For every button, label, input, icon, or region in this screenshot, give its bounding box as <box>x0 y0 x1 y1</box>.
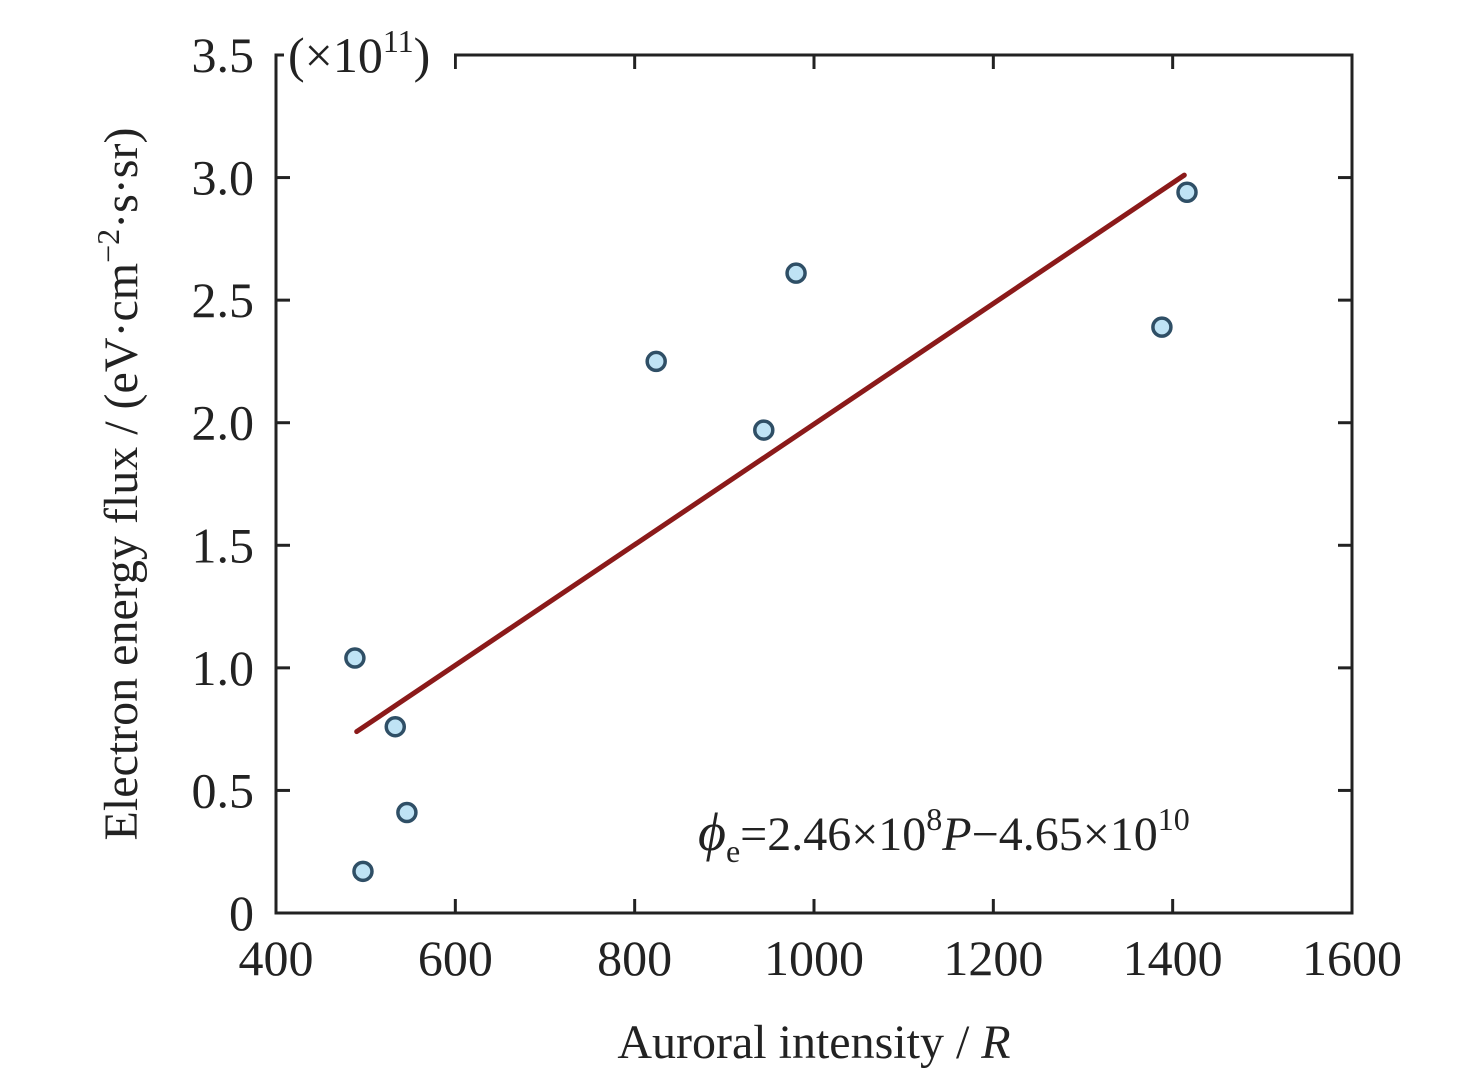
x-tick-label: 1000 <box>764 930 864 986</box>
y-multiplier-exp: 11 <box>383 23 414 59</box>
data-points <box>344 181 1198 883</box>
equation-part1: =2.46×10 <box>740 808 926 861</box>
y-tick-label: 2.5 <box>192 272 255 328</box>
data-point <box>396 801 418 824</box>
equation-exp1: 8 <box>926 801 942 837</box>
equation-exp2: 10 <box>1158 801 1190 837</box>
data-point <box>352 860 374 883</box>
y-axis-label-sup: −2 <box>90 229 126 263</box>
multiplier-background <box>284 28 454 82</box>
y-axis-label: Electron energy flux / (eV·cm−2·s·sr) <box>90 128 148 841</box>
y-axis-label-prefix: Electron energy flux / (eV·cm <box>95 263 148 841</box>
y-tick-label: 1.0 <box>192 640 255 696</box>
x-tick-label: 800 <box>597 930 672 986</box>
equation-var: P <box>941 808 971 861</box>
fit-line-group <box>354 172 1187 735</box>
y-multiplier-close: ) <box>414 27 431 83</box>
y-multiplier: (×1011) <box>288 23 430 83</box>
data-point <box>753 419 775 441</box>
y-tick-label: 1.5 <box>192 517 255 573</box>
y-multiplier-base: (×10 <box>288 27 383 83</box>
y-tick-label: 3.5 <box>192 27 255 83</box>
x-tick-label: 1200 <box>943 930 1043 986</box>
x-axis-label-unit: R <box>980 1016 1010 1069</box>
y-tick-label: 0 <box>229 885 254 941</box>
data-point <box>785 262 807 284</box>
equation-phi: ϕ <box>698 802 726 862</box>
data-point <box>1176 181 1198 204</box>
y-axis-label-suffix: ·s·sr) <box>95 128 148 229</box>
x-axis-label: Auroral intensity / R <box>617 1016 1010 1069</box>
x-ticks: 400 600 800 1000 1200 1400 1600 <box>239 55 1402 986</box>
data-point <box>1151 316 1173 338</box>
x-tick-label: 400 <box>239 930 314 986</box>
x-axis-label-prefix: Auroral intensity / <box>617 1016 981 1069</box>
x-tick-label: 1600 <box>1302 930 1402 986</box>
fit-line <box>354 172 1187 735</box>
data-point <box>344 647 366 669</box>
x-tick-label: 600 <box>418 930 493 986</box>
data-point <box>384 715 407 738</box>
y-ticks: 0 0.5 1.0 1.5 2.0 2.5 3.0 3.5 <box>192 27 1352 941</box>
data-point <box>645 350 667 373</box>
y-tick-label: 0.5 <box>192 762 255 818</box>
equation-part2: −4.65×10 <box>972 808 1158 861</box>
y-tick-label: 2.0 <box>192 395 255 451</box>
x-tick-label: 1400 <box>1123 930 1223 986</box>
y-tick-label: 3.0 <box>192 150 255 206</box>
equation-phi-sub: e <box>726 833 740 869</box>
fit-equation: ϕe=2.46×108P−4.65×1010 <box>698 801 1190 869</box>
